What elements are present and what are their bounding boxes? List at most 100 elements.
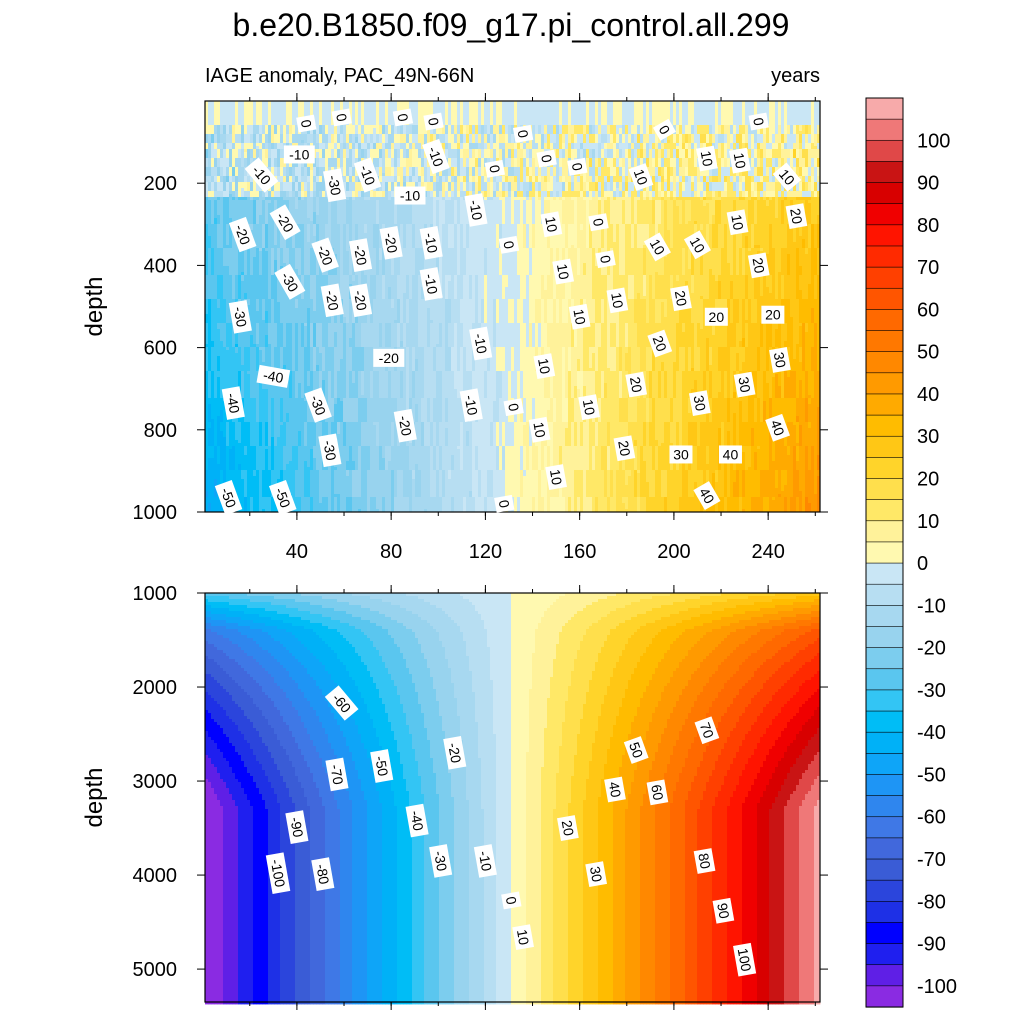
heatmap-cell <box>364 110 367 113</box>
heatmap-cell <box>598 110 601 113</box>
heatmap-cell <box>478 107 481 110</box>
heatmap-cell <box>499 104 502 107</box>
heatmap-cell <box>289 113 292 116</box>
heatmap-cell <box>208 113 211 116</box>
heatmap-cell <box>364 104 367 107</box>
heatmap-cell <box>802 110 805 113</box>
heatmap-cell <box>298 107 301 110</box>
heatmap-cell <box>784 104 787 107</box>
heatmap-cell <box>661 107 664 110</box>
heatmap-cell <box>328 110 331 113</box>
heatmap-cell <box>211 104 214 107</box>
heatmap-cell <box>283 110 286 113</box>
heatmap-cell <box>613 107 616 110</box>
heatmap-cell <box>772 107 775 110</box>
heatmap-cell <box>547 107 550 110</box>
heatmap-cell <box>442 107 445 110</box>
heatmap-cell <box>586 104 589 107</box>
heatmap-cell <box>742 110 745 113</box>
heatmap-cell <box>223 110 226 113</box>
heatmap-cell <box>562 107 565 110</box>
heatmap-cell <box>592 104 595 107</box>
heatmap-cell <box>571 110 574 113</box>
heatmap-cell <box>229 110 232 113</box>
heatmap-cell <box>322 107 325 110</box>
heatmap-cell <box>226 113 229 116</box>
heatmap-cell <box>544 107 547 110</box>
heatmap-cell <box>778 104 781 107</box>
heatmap-cell <box>352 107 355 110</box>
heatmap-cell <box>226 104 229 107</box>
heatmap-cell <box>793 110 796 113</box>
heatmap-cell <box>358 104 361 107</box>
heatmap-cell <box>676 110 679 113</box>
heatmap-cell <box>235 113 238 116</box>
heatmap-cell <box>211 110 214 113</box>
heatmap-cell <box>475 107 478 110</box>
heatmap-cell <box>703 110 706 113</box>
heatmap-cell <box>211 113 214 116</box>
heatmap-cell <box>415 104 418 107</box>
heatmap-cell <box>448 107 451 110</box>
heatmap-cell <box>793 104 796 107</box>
heatmap-cell <box>523 110 526 113</box>
heatmap-cell <box>256 107 259 110</box>
heatmap-cell <box>226 107 229 110</box>
heatmap-cell <box>589 110 592 113</box>
heatmap-cell <box>751 107 754 110</box>
heatmap-cell <box>754 110 757 113</box>
heatmap-cell <box>694 107 697 110</box>
heatmap-cell <box>736 107 739 110</box>
heatmap-cell <box>508 107 511 110</box>
heatmap-cell <box>670 107 673 110</box>
heatmap-cell <box>526 104 529 107</box>
panel-subtitle-right: years <box>771 65 820 87</box>
heatmap-cell <box>502 104 505 107</box>
heatmap-cell <box>781 107 784 110</box>
heatmap-cell <box>568 107 571 110</box>
heatmap-cell <box>424 107 427 110</box>
heatmap-cell <box>679 104 682 107</box>
heatmap-cell <box>655 104 658 107</box>
heatmap-cell <box>706 104 709 107</box>
heatmap-cell <box>592 110 595 113</box>
heatmap-cell <box>730 107 733 110</box>
heatmap-cell <box>718 107 721 110</box>
heatmap-cell <box>595 107 598 110</box>
heatmap-cell <box>265 113 268 116</box>
heatmap-cell <box>265 107 268 110</box>
heatmap-cell <box>214 110 217 113</box>
heatmap-cell <box>595 110 598 113</box>
heatmap-cell <box>646 110 649 113</box>
heatmap-cell <box>478 110 481 113</box>
heatmap-cell <box>232 113 235 116</box>
heatmap-cell <box>811 110 814 113</box>
heatmap-cell <box>802 104 805 107</box>
heatmap-cell <box>448 104 451 107</box>
heatmap-cell <box>541 110 544 113</box>
heatmap-cell <box>283 113 286 116</box>
heatmap-cell <box>385 104 388 107</box>
heatmap-cell <box>625 107 628 110</box>
heatmap-cell <box>259 113 262 116</box>
heatmap-cell <box>244 113 247 116</box>
heatmap-cell <box>664 110 667 113</box>
heatmap-cell <box>469 110 472 113</box>
heatmap-cell <box>730 104 733 107</box>
heatmap-cell <box>580 110 583 113</box>
heatmap-cell <box>505 110 508 113</box>
heatmap-cell <box>307 110 310 113</box>
heatmap-cell <box>529 107 532 110</box>
heatmap-cell <box>631 107 634 110</box>
heatmap-cell <box>286 113 289 116</box>
heatmap-cell <box>598 104 601 107</box>
heatmap-cell <box>310 104 313 107</box>
heatmap-cell <box>559 110 562 113</box>
heatmap-cell <box>274 104 277 107</box>
heatmap-cell <box>808 107 811 110</box>
heatmap-cell <box>337 107 340 110</box>
heatmap-cell <box>532 104 535 107</box>
heatmap-cell <box>640 110 643 113</box>
heatmap-cell <box>469 107 472 110</box>
heatmap-cell <box>550 110 553 113</box>
